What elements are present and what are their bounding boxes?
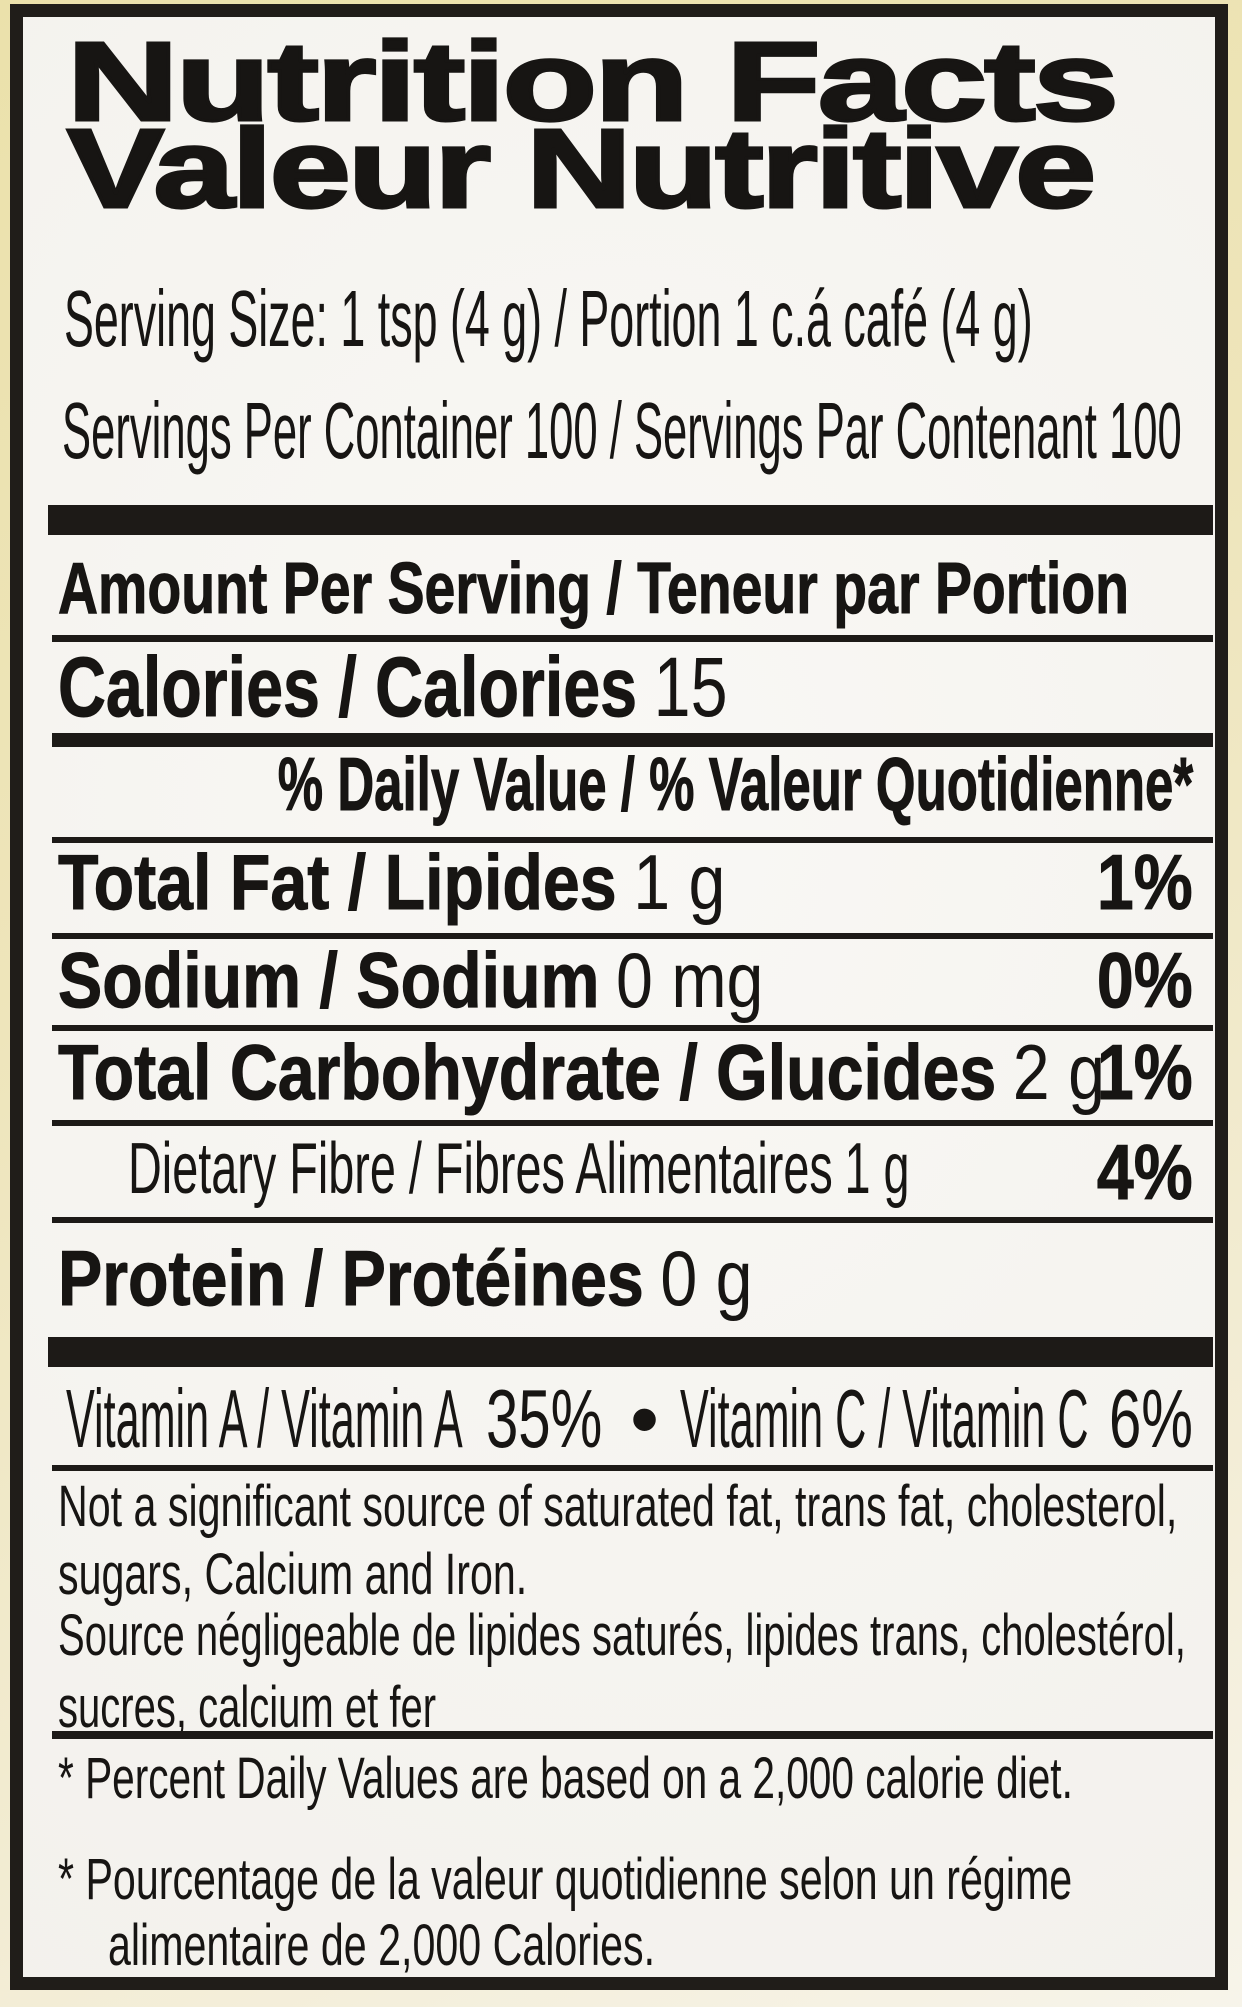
- amount-per-serving-row: Amount Per Serving / Teneur par Portion: [58, 553, 1193, 633]
- protein-label: Protein / Protéines: [58, 1234, 645, 1322]
- daily-value-header-row: % Daily Value / % Valeur Quotidienne*: [58, 742, 1193, 829]
- rule-6: [52, 1465, 1213, 1471]
- vitamin-a-value: 35%: [486, 1372, 603, 1465]
- separator-bar-bottom: [48, 1337, 1213, 1367]
- title-fr: Valeur Nutritive: [65, 106, 1098, 231]
- footnote-en-line1: Not a significant source of saturated fa…: [58, 1474, 1178, 1539]
- separator-bar-top: [48, 505, 1213, 535]
- footnote-dv-fr-line1-row: * Pourcentage de la valeur quotidienne s…: [58, 1851, 1193, 1915]
- footnote-fr-line1: Source négligeable de lipides saturés, l…: [58, 1603, 1186, 1668]
- footnote-fr-line2: sucres, calcium et fer: [58, 1675, 437, 1740]
- rule-below-amount: [52, 635, 1213, 642]
- row-protein: Protein / Protéines 0 g: [58, 1239, 1193, 1325]
- sodium-label: Sodium / Sodium: [58, 936, 600, 1024]
- rule-4: [52, 1120, 1213, 1126]
- footnote-dv-fr-line2-row: alimentaire de 2,000 Calories.: [58, 1917, 1193, 1981]
- row-total-carbohydrate: Total Carbohydrate / Glucides 2 g 1%: [58, 1028, 1194, 1119]
- daily-value-header-text: % Daily Value / % Valeur Quotidienne*: [277, 742, 1193, 826]
- amount-per-serving-text: Amount Per Serving / Teneur par Portion: [58, 549, 1130, 629]
- total-carbohydrate-amount: 2 g: [1012, 1028, 1105, 1116]
- title-en-row: Nutrition Facts: [58, 19, 1193, 144]
- footnote-fr-line2-row: sucres, calcium et fer: [58, 1679, 1193, 1743]
- label-content: Nutrition Facts Valeur Nutritive Serving…: [23, 17, 1215, 1977]
- footnote-en-line2-row: sugars, Calcium and Iron.: [58, 1546, 1193, 1610]
- serving-size-row: Serving Size: 1 tsp (4 g) / Portion 1 c.…: [58, 279, 1193, 365]
- serving-size-text: Serving Size: 1 tsp (4 g) / Portion 1 c.…: [64, 274, 1033, 363]
- footnote-en-line2: sugars, Calcium and Iron.: [58, 1542, 528, 1607]
- total-carbohydrate-dv: 1%: [1097, 1028, 1194, 1116]
- vitamin-c-label: Vitamin C / Vitamin C: [680, 1372, 1089, 1465]
- sodium-dv: 0%: [1097, 936, 1194, 1024]
- servings-per-container-row: Servings Per Container 100 / Servings Pa…: [58, 391, 1193, 477]
- calories-row: Calories / Calories 15: [58, 645, 1193, 735]
- footnote-dv-en: * Percent Daily Values are based on a 2,…: [58, 1746, 1073, 1811]
- footnote-en-line1-row: Not a significant source of saturated fa…: [58, 1478, 1193, 1542]
- calories-value: 15: [653, 640, 728, 734]
- bullet-separator: •: [630, 1372, 660, 1465]
- row-total-fat: Total Fat / Lipides 1 g 1%: [58, 838, 1194, 929]
- rule-1: [52, 837, 1213, 843]
- dietary-fibre-dv: 4%: [1097, 1128, 1194, 1216]
- vitamin-c-value: 6%: [1109, 1372, 1193, 1465]
- rule-7: [52, 1731, 1213, 1739]
- footnote-dv-fr-line1: * Pourcentage de la valeur quotidienne s…: [58, 1847, 1073, 1912]
- total-carbohydrate-label: Total Carbohydrate / Glucides: [58, 1028, 997, 1116]
- dietary-fibre-amount: 1 g: [844, 1129, 910, 1209]
- footnote-dv-en-row: * Percent Daily Values are based on a 2,…: [58, 1750, 1193, 1814]
- nutrition-facts-label: Nutrition Facts Valeur Nutritive Serving…: [10, 4, 1228, 1990]
- footnote-fr-line1-row: Source négligeable de lipides saturés, l…: [58, 1607, 1193, 1671]
- protein-amount: 0 g: [660, 1234, 753, 1322]
- title-fr-row: Valeur Nutritive: [58, 106, 1193, 231]
- total-fat-label: Total Fat / Lipides: [58, 838, 618, 926]
- dietary-fibre-label: Dietary Fibre / Fibres Alimentaires: [128, 1129, 833, 1209]
- row-dietary-fibre: Dietary Fibre / Fibres Alimentaires 1 g 4…: [58, 1133, 1193, 1215]
- calories-label: Calories / Calories: [58, 640, 638, 734]
- vitamin-a-label: Vitamin A / Vitamin A: [66, 1372, 463, 1465]
- total-fat-amount: 1 g: [633, 838, 726, 926]
- sodium-amount: 0 mg: [616, 936, 764, 1024]
- rule-3: [52, 1025, 1213, 1031]
- rule-2: [52, 933, 1213, 939]
- row-sodium: Sodium / Sodium 0 mg 0%: [58, 936, 1194, 1027]
- footnote-dv-fr-line2: alimentaire de 2,000 Calories.: [108, 1913, 656, 1978]
- rule-5: [52, 1217, 1213, 1223]
- row-vitamins: Vitamin A / Vitamin A 35% • Vitamin C / …: [58, 1377, 1193, 1467]
- servings-per-container-text: Servings Per Container 100 / Servings Pa…: [62, 386, 1182, 475]
- total-fat-dv: 1%: [1097, 838, 1194, 926]
- thick-rule-below-calories: [52, 733, 1213, 747]
- title-en: Nutrition Facts: [65, 19, 1121, 144]
